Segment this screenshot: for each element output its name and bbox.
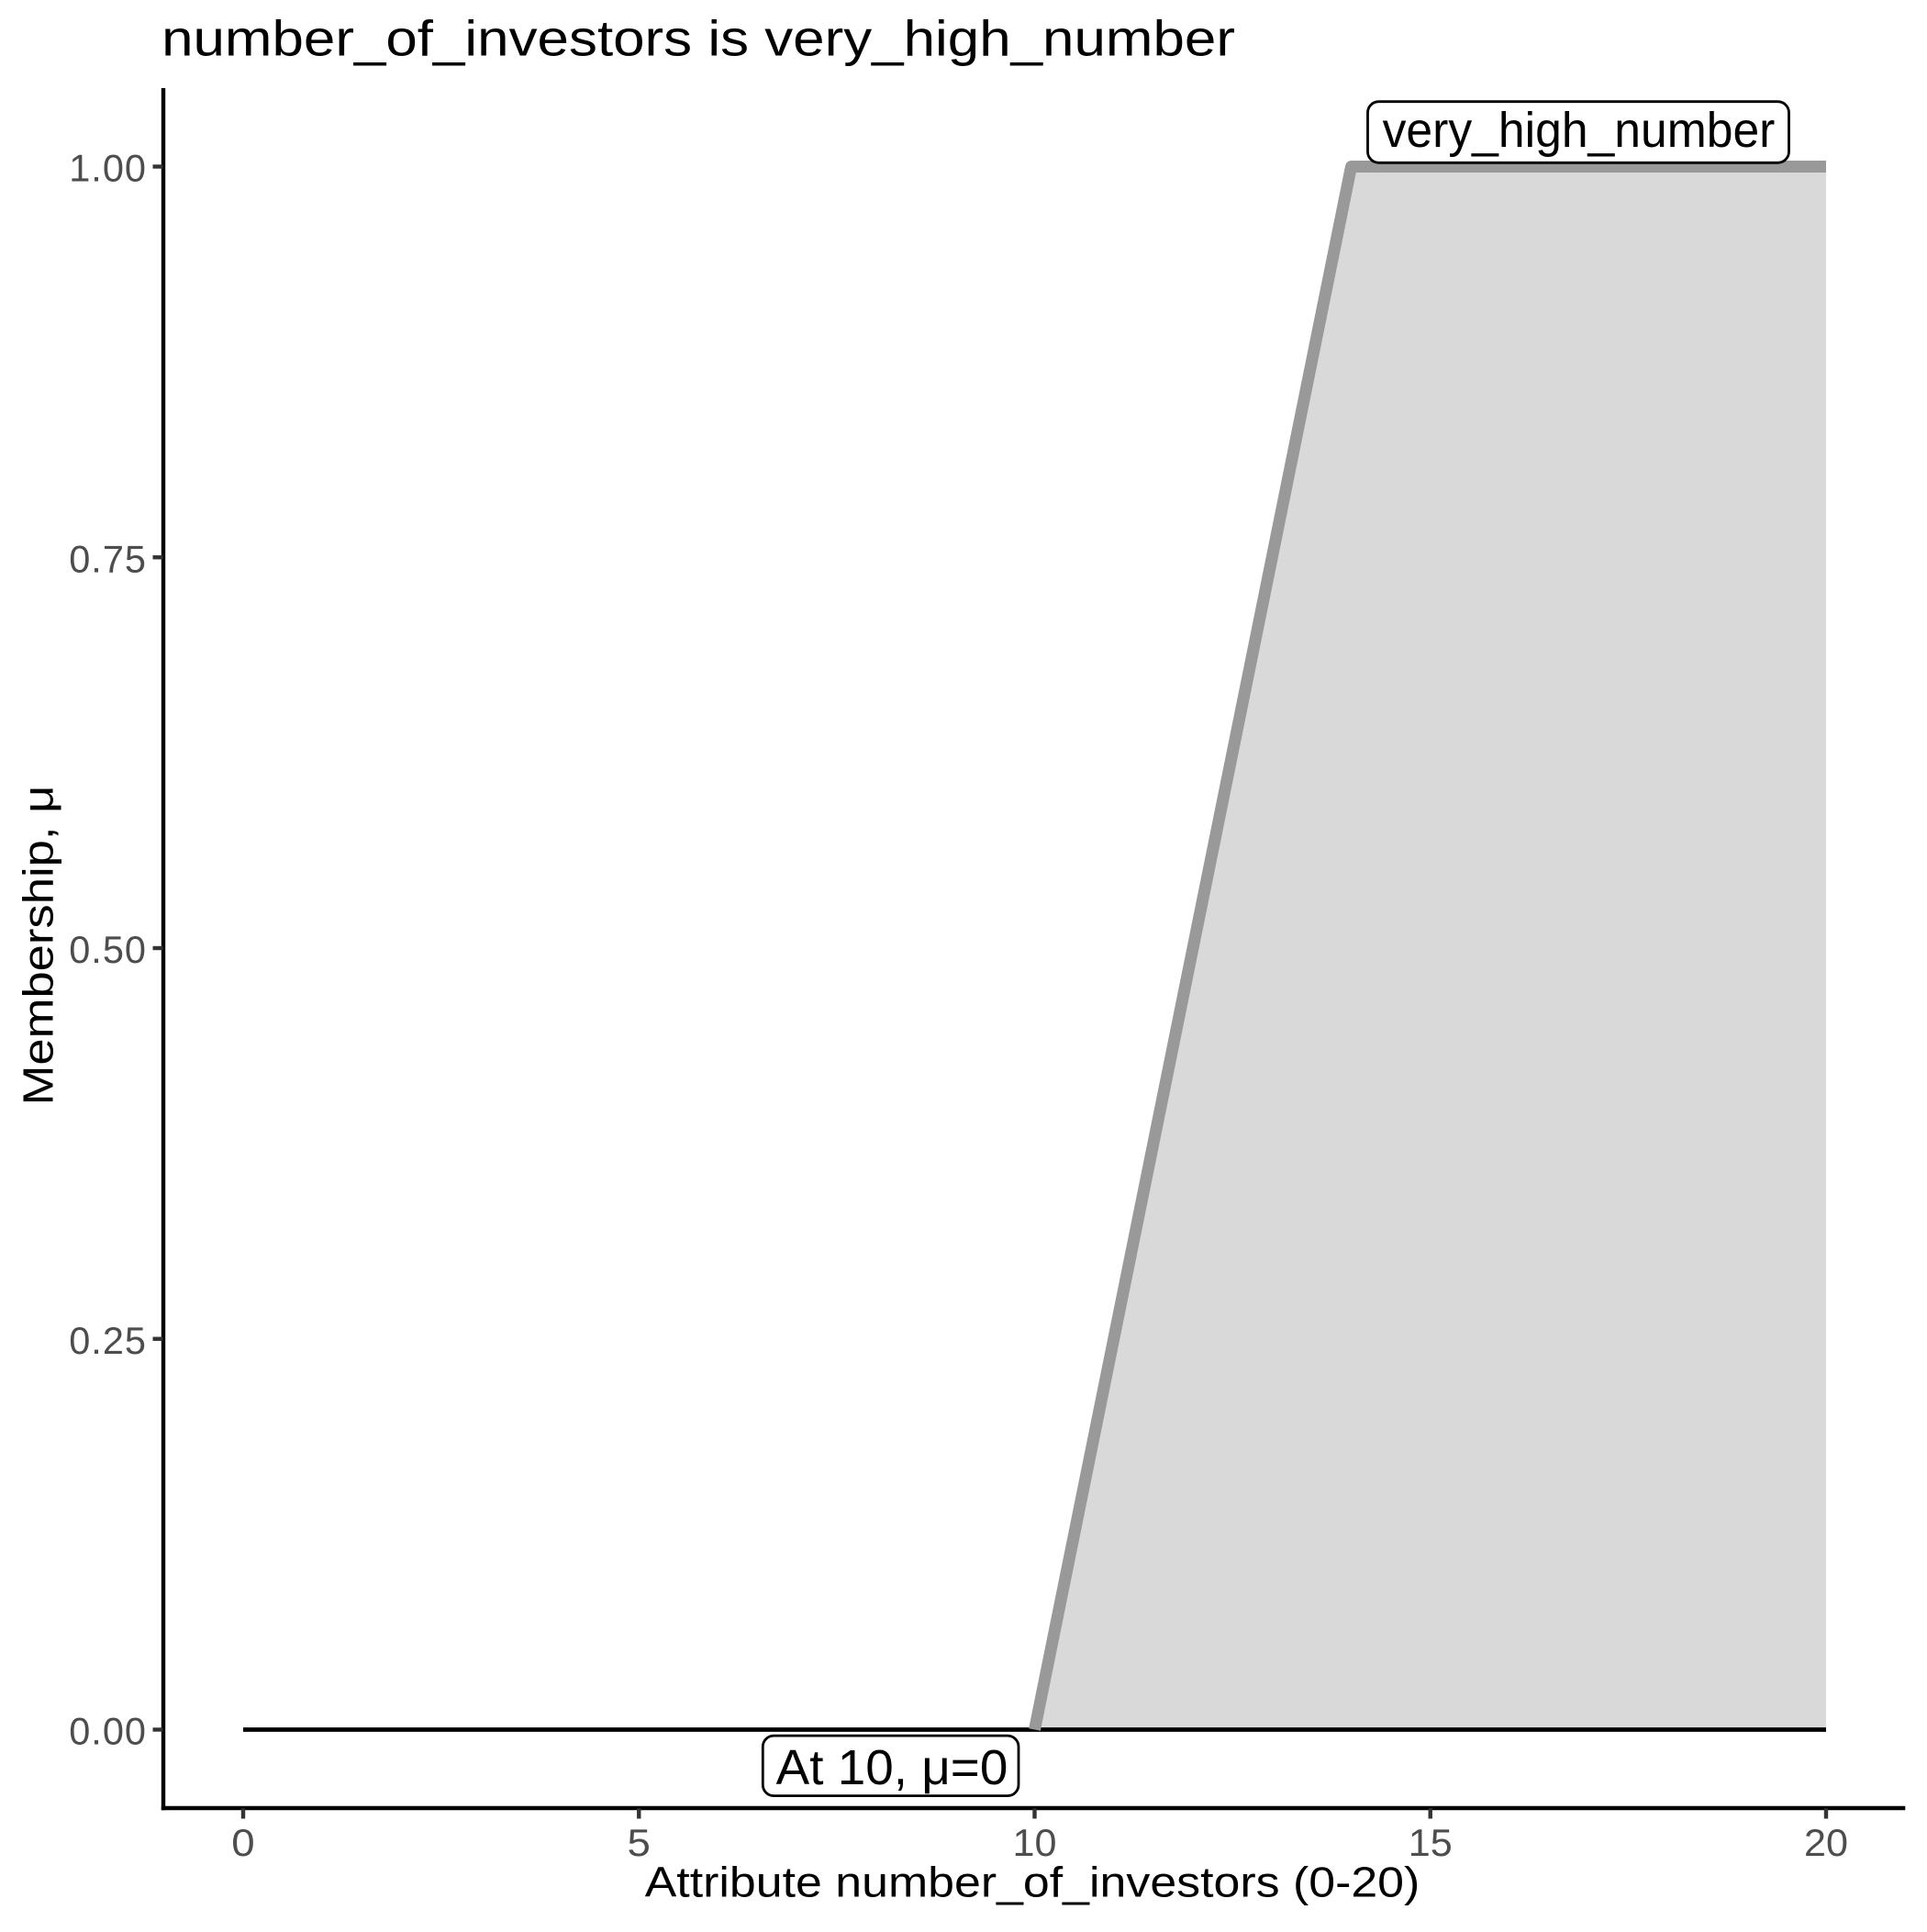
svg-text:Membership, μ: Membership, μ (14, 786, 61, 1106)
svg-text:0.75: 0.75 (69, 537, 147, 580)
svg-text:1.00: 1.00 (69, 147, 147, 190)
svg-text:15: 15 (1409, 1822, 1453, 1864)
svg-text:number_of_investors is very_hi: number_of_investors is very_high_number (162, 11, 1235, 67)
svg-text:5: 5 (628, 1823, 651, 1865)
svg-text:10: 10 (1012, 1822, 1056, 1864)
svg-text:At 10, μ=0: At 10, μ=0 (776, 1739, 1008, 1795)
svg-text:0.50: 0.50 (69, 928, 147, 971)
svg-text:0.00: 0.00 (69, 1710, 147, 1753)
svg-text:0.25: 0.25 (69, 1319, 147, 1362)
svg-text:very_high_number: very_high_number (1383, 103, 1776, 158)
svg-text:Attribute number_of_investors: Attribute number_of_investors (0-20) (645, 1859, 1420, 1906)
svg-text:20: 20 (1804, 1822, 1848, 1864)
svg-text:0: 0 (231, 1823, 254, 1865)
